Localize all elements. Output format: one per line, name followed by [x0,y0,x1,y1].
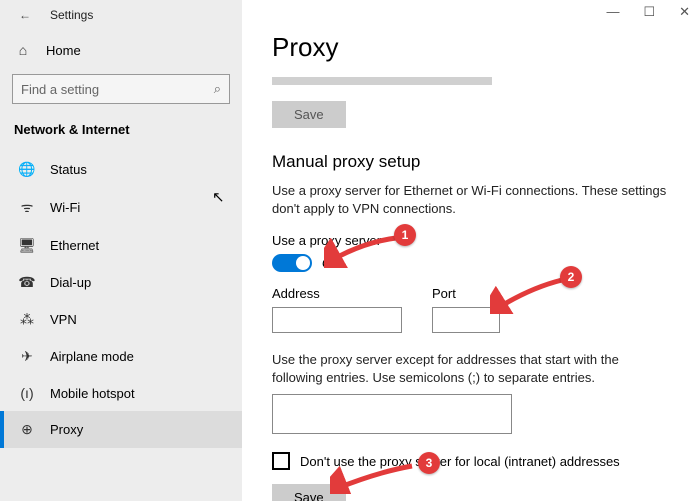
address-label: Address [272,286,402,301]
sidebar-item-label: Mobile hotspot [50,386,135,401]
search-icon: ⌕ [214,81,221,97]
sidebar-item-ethernet[interactable]: 🖥 Ethernet [0,227,242,264]
ethernet-icon: 🖥 [18,237,36,254]
hotspot-icon: (ı) [18,385,36,401]
sidebar-item-label: Proxy [50,422,83,437]
address-input[interactable] [272,307,402,333]
app-title: Settings [50,8,93,22]
sidebar-item-label: Airplane mode [50,349,134,364]
back-icon[interactable]: ← [18,8,32,22]
port-label: Port [432,286,500,301]
titlebar: ← Settings [0,6,242,32]
sidebar: ← Settings ⌂ Home Find a setting ⌕ Netwo… [0,0,242,501]
sidebar-item-vpn[interactable]: ⁂ VPN [0,301,242,338]
section-title: Manual proxy setup [272,152,670,172]
sidebar-item-status[interactable]: 🌐 Status [0,151,242,188]
globe-icon: 🌐 [18,161,36,178]
vpn-icon: ⁂ [18,311,36,328]
toggle-knob [296,256,310,270]
sidebar-item-proxy[interactable]: ⊕ Proxy [0,411,242,448]
bypass-local-label: Don't use the proxy server for local (in… [300,454,620,469]
sidebar-item-hotspot[interactable]: (ı) Mobile hotspot [0,375,242,411]
maximize-button[interactable]: ☐ [643,4,655,20]
section-desc: Use a proxy server for Ethernet or Wi-Fi… [272,182,670,217]
annotation-badge-1: 1 [394,224,416,246]
home-icon: ⌂ [14,42,32,58]
window-controls: — ☐ ✕ [606,4,690,20]
sidebar-item-label: VPN [50,312,77,327]
airplane-icon: ✈ [18,348,36,365]
progress-bar [272,77,492,85]
wifi-icon: ᯤ [18,198,36,217]
toggle-state-label: On [322,256,339,271]
search-input[interactable]: Find a setting ⌕ [12,74,230,104]
main-content: — ☐ ✕ Proxy Save Manual proxy setup Use … [242,0,700,501]
close-button[interactable]: ✕ [679,4,690,20]
sidebar-nav: 🌐 Status ᯤ Wi-Fi 🖥 Ethernet ☎ Dial-up ⁂ … [0,151,242,448]
sidebar-item-label: Dial-up [50,275,91,290]
use-proxy-label: Use a proxy server [272,233,670,248]
bypass-local-checkbox[interactable] [272,452,290,470]
proxy-icon: ⊕ [18,421,36,438]
sidebar-category: Network & Internet [0,118,242,151]
dialup-icon: ☎ [18,274,36,291]
sidebar-item-label: Wi-Fi [50,200,80,215]
sidebar-item-wifi[interactable]: ᯤ Wi-Fi [0,188,242,227]
page-title: Proxy [272,32,670,63]
port-input[interactable] [432,307,500,333]
sidebar-item-dialup[interactable]: ☎ Dial-up [0,264,242,301]
save-button-disabled: Save [272,101,346,128]
sidebar-home[interactable]: ⌂ Home [0,32,242,68]
sidebar-item-label: Ethernet [50,238,99,253]
home-label: Home [46,43,81,58]
exceptions-desc: Use the proxy server except for addresse… [272,351,670,386]
minimize-button[interactable]: — [606,4,619,20]
cursor-icon: ↖ [212,188,225,206]
sidebar-item-airplane[interactable]: ✈ Airplane mode [0,338,242,375]
sidebar-item-label: Status [50,162,87,177]
exceptions-input[interactable] [272,394,512,434]
annotation-badge-3: 3 [418,452,440,474]
annotation-badge-2: 2 [560,266,582,288]
use-proxy-toggle[interactable] [272,254,312,272]
search-placeholder: Find a setting [21,82,99,97]
save-button[interactable]: Save [272,484,346,501]
